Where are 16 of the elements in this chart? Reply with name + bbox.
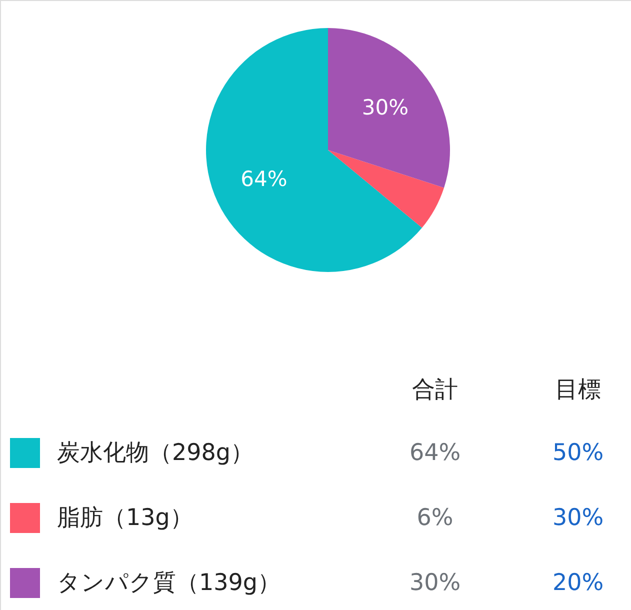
data-label: 30% — [362, 95, 409, 120]
legend-label: タンパク質（139g） — [57, 570, 280, 596]
text: 50% — [552, 440, 604, 466]
legend-label: 炭水化物（298g） — [57, 440, 254, 466]
text: 20% — [552, 570, 604, 596]
text: 目標 — [555, 377, 601, 403]
legend-label: 脂肪（13g） — [57, 505, 193, 531]
text: 30% — [552, 505, 604, 531]
text: 6% — [416, 505, 454, 531]
pie-slice — [328, 150, 444, 228]
pie-slice — [206, 28, 422, 272]
text: 30% — [409, 570, 461, 596]
data-label: 64% — [240, 167, 288, 192]
pie-slice — [328, 28, 450, 188]
text: 合計 — [412, 377, 458, 403]
text: 64% — [409, 440, 461, 466]
